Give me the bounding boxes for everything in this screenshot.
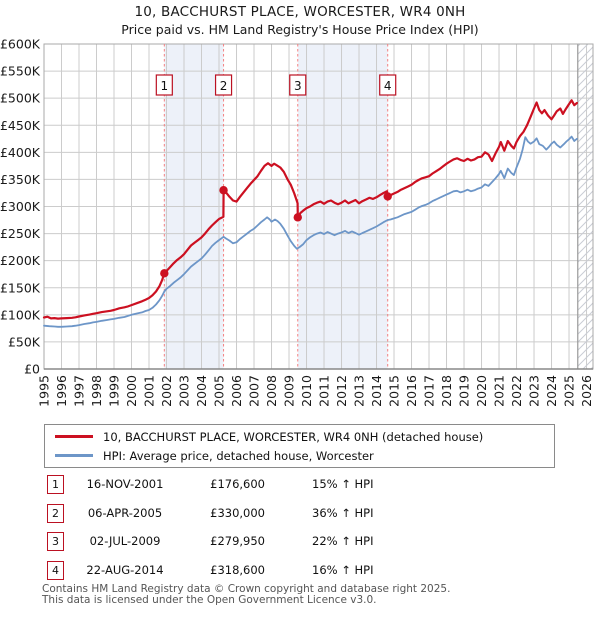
sale-badge-number: 1 <box>160 79 168 93</box>
y-axis-labels: £0 £50K £100K £150K £200K £250K £300K £350K £400… <box>0 37 41 377</box>
transaction-date: 22-AUG-2014 <box>86 562 164 577</box>
svg-text:2007: 2007 <box>247 375 262 407</box>
sale-badge-box <box>155 74 173 96</box>
future-hatch-region <box>577 44 593 369</box>
sale-badge-number: 4 <box>384 79 392 93</box>
transaction-vs-hpi: 22% ↑ HPI <box>312 534 374 548</box>
transaction-number-badge: 3 <box>47 532 64 551</box>
transaction-row: 2 06-APR-2005 £330,000 36% ↑ HPI <box>0 503 600 524</box>
sale-marker <box>160 269 169 278</box>
chart-subtitle: Price paid vs. HM Land Registry's House … <box>121 22 479 37</box>
svg-text:£250K: £250K <box>0 226 41 241</box>
svg-text:2001: 2001 <box>142 375 157 407</box>
svg-text:2010: 2010 <box>299 375 314 407</box>
svg-text:2015: 2015 <box>387 375 402 407</box>
sale-marker <box>219 186 228 195</box>
legend-box: 10, BACCHURST PLACE, WORCESTER, WR4 0NH … <box>44 424 555 468</box>
svg-text:£50K: £50K <box>8 334 41 349</box>
legend-item-hpi: HPI: Average price, detached house, Worc… <box>55 448 554 464</box>
svg-text:2013: 2013 <box>352 375 367 407</box>
legend-label: HPI: Average price, detached house, Worc… <box>103 448 374 463</box>
hpi-average-line <box>43 135 578 328</box>
svg-text:2017: 2017 <box>422 375 437 407</box>
svg-text:2021: 2021 <box>492 375 507 407</box>
transaction-price: £330,000 <box>210 505 265 520</box>
transaction-row: 1 16-NOV-2001 £176,600 15% ↑ HPI <box>0 475 600 495</box>
transaction-vs-hpi: 16% ↑ HPI <box>312 562 374 577</box>
legend-line-swatch <box>55 435 93 438</box>
svg-text:£550K: £550K <box>0 64 41 79</box>
svg-text:£450K: £450K <box>0 118 41 133</box>
sale-badge-box <box>289 74 307 96</box>
svg-text:1998: 1998 <box>89 375 104 407</box>
svg-text:2012: 2012 <box>334 375 349 407</box>
svg-text:2024: 2024 <box>544 375 559 407</box>
svg-text:2026: 2026 <box>579 375 594 407</box>
sale-markers <box>160 186 392 278</box>
transaction-row: 4 22-AUG-2014 £318,600 16% ↑ HPI <box>0 560 600 581</box>
svg-text:1995: 1995 <box>37 375 52 407</box>
svg-text:£0: £0 <box>24 362 40 377</box>
svg-text:£150K: £150K <box>0 280 41 295</box>
transaction-vs-hpi: 15% ↑ HPI <box>312 477 374 491</box>
price-history-chart: 1 2 3 4 £0 £50K £100K £150K £200K £250K £300K £350K… <box>0 37 595 407</box>
sale-badge-number: 2 <box>220 79 228 93</box>
x-axis-labels: 1995 1996 1997 1998 1999 2000 2001 2002 2003 2004… <box>37 375 595 407</box>
sale-badge-box <box>379 74 397 96</box>
svg-text:£100K: £100K <box>0 307 41 322</box>
svg-text:2008: 2008 <box>264 375 279 407</box>
property-price-line <box>42 99 579 320</box>
svg-text:2014: 2014 <box>369 375 384 407</box>
legend-label: 10, BACCHURST PLACE, WORCESTER, WR4 0NH … <box>103 429 484 444</box>
sale-marker <box>293 213 302 222</box>
transaction-date: 06-APR-2005 <box>87 505 163 520</box>
footer-line-2: This data is licensed under the Open Gov… <box>42 593 377 606</box>
svg-text:2003: 2003 <box>177 375 192 407</box>
svg-text:2000: 2000 <box>124 375 139 407</box>
transaction-vs-hpi: 36% ↑ HPI <box>312 505 374 520</box>
svg-text:2011: 2011 <box>317 375 332 407</box>
svg-text:1996: 1996 <box>54 375 69 407</box>
svg-text:2002: 2002 <box>159 375 174 407</box>
chart-title: 10, BACCHURST PLACE, WORCESTER, WR4 0NH <box>134 4 466 20</box>
svg-text:2005: 2005 <box>212 375 227 407</box>
sale-badge-box <box>214 74 233 96</box>
svg-text:£350K: £350K <box>0 172 41 187</box>
svg-text:2004: 2004 <box>194 375 209 407</box>
footer-line-1: Contains HM Land Registry data © Crown c… <box>42 583 451 595</box>
svg-text:2023: 2023 <box>527 375 542 407</box>
sale-number-badges: 1 2 3 4 <box>155 74 397 96</box>
transaction-price: £176,600 <box>210 477 265 491</box>
transaction-number-badge: 1 <box>47 475 64 494</box>
svg-text:1997: 1997 <box>72 375 87 407</box>
transaction-row: 3 02-JUL-2009 £279,950 22% ↑ HPI <box>0 532 600 552</box>
svg-text:2009: 2009 <box>282 375 297 407</box>
svg-text:1999: 1999 <box>107 375 122 407</box>
svg-text:2020: 2020 <box>474 375 489 407</box>
transaction-number-badge: 4 <box>47 560 64 580</box>
svg-text:2019: 2019 <box>457 375 472 407</box>
sale-badge-number: 3 <box>294 79 302 93</box>
svg-text:£400K: £400K <box>0 145 41 160</box>
svg-text:2016: 2016 <box>404 375 419 407</box>
svg-text:2018: 2018 <box>439 375 454 407</box>
legend-item-property: 10, BACCHURST PLACE, WORCESTER, WR4 0NH … <box>55 429 554 445</box>
transaction-number-badge: 2 <box>47 503 64 523</box>
transaction-price: £279,950 <box>210 534 265 548</box>
transactions-table: 1 16-NOV-2001 £176,600 15% ↑ HPI 2 06-APR-200… <box>0 474 600 584</box>
svg-text:2006: 2006 <box>229 375 244 407</box>
sale-marker <box>383 192 392 201</box>
legend-line-swatch <box>55 454 93 457</box>
footer-licence: Contains HM Land Registry data © Crown c… <box>42 584 598 605</box>
transaction-date: 02-JUL-2009 <box>89 534 161 548</box>
svg-text:2025: 2025 <box>562 375 577 407</box>
svg-text:£200K: £200K <box>0 253 41 268</box>
transaction-date: 16-NOV-2001 <box>86 477 164 491</box>
svg-text:£600K: £600K <box>0 37 41 52</box>
transaction-price: £318,600 <box>210 562 265 577</box>
svg-text:2022: 2022 <box>509 375 524 407</box>
svg-text:£300K: £300K <box>0 199 41 214</box>
svg-text:£500K: £500K <box>0 91 41 106</box>
